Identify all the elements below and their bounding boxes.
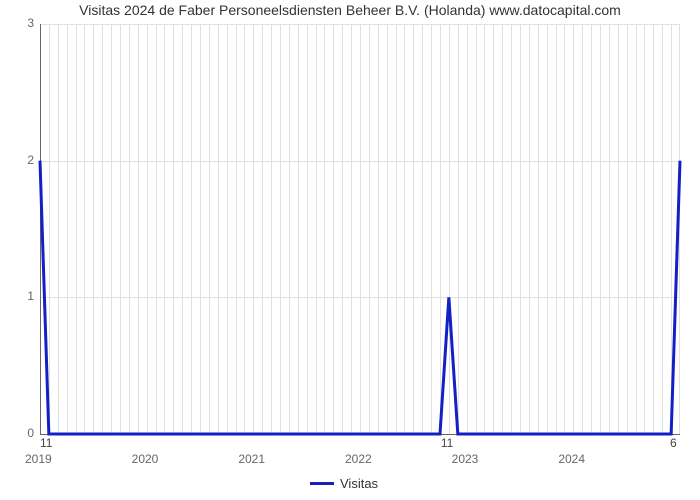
line-series: [40, 24, 680, 434]
x-tick-label: 2024: [558, 452, 585, 466]
y-tick-label: 0: [27, 426, 34, 440]
plot-area: [40, 24, 680, 434]
x-tick-label: 2021: [238, 452, 265, 466]
y-tick-label: 1: [27, 289, 34, 303]
legend-label: Visitas: [340, 476, 378, 491]
data-point-label: 11: [441, 436, 453, 450]
y-tick-label: 3: [27, 16, 34, 30]
legend: Visitas: [310, 476, 378, 491]
chart-container: Visitas 2024 de Faber Personeelsdiensten…: [0, 0, 700, 500]
legend-swatch: [310, 482, 334, 485]
y-tick-label: 2: [27, 153, 34, 167]
data-point-label: 11: [40, 436, 52, 450]
x-tick-label: 2023: [452, 452, 479, 466]
x-tick-label: 2022: [345, 452, 372, 466]
x-tick-label: 2020: [132, 452, 159, 466]
chart-title: Visitas 2024 de Faber Personeelsdiensten…: [0, 2, 700, 18]
data-point-label: 6: [670, 436, 677, 450]
x-tick-label: 2019: [25, 452, 52, 466]
